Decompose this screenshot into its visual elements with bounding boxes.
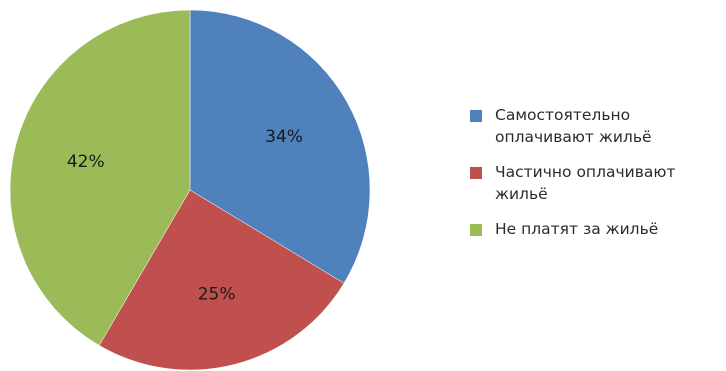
legend-item-1: Частично оплачивают жильё — [470, 161, 722, 205]
pie-slice-0 — [189, 9, 371, 284]
pie-slice-2 — [9, 9, 191, 346]
slice-label-0: 34% — [265, 127, 303, 147]
slice-label-1: 25% — [198, 285, 236, 305]
legend-label-2: Не платят за жильё — [495, 220, 659, 238]
legend-label-0: Самостоятельно оплачивают жильё — [495, 106, 652, 146]
legend-swatch-2 — [470, 224, 482, 236]
legend-item-2: Не платят за жильё — [470, 218, 722, 240]
legend-item-0: Самостоятельно оплачивают жильё — [470, 104, 722, 148]
legend-swatch-1 — [470, 167, 482, 179]
pie-slice-1 — [98, 189, 345, 371]
legend: Самостоятельно оплачивают жильё Частично… — [470, 104, 722, 253]
legend-swatch-0 — [470, 110, 482, 122]
legend-label-1: Частично оплачивают жильё — [495, 163, 676, 203]
slice-label-2: 42% — [67, 152, 105, 172]
